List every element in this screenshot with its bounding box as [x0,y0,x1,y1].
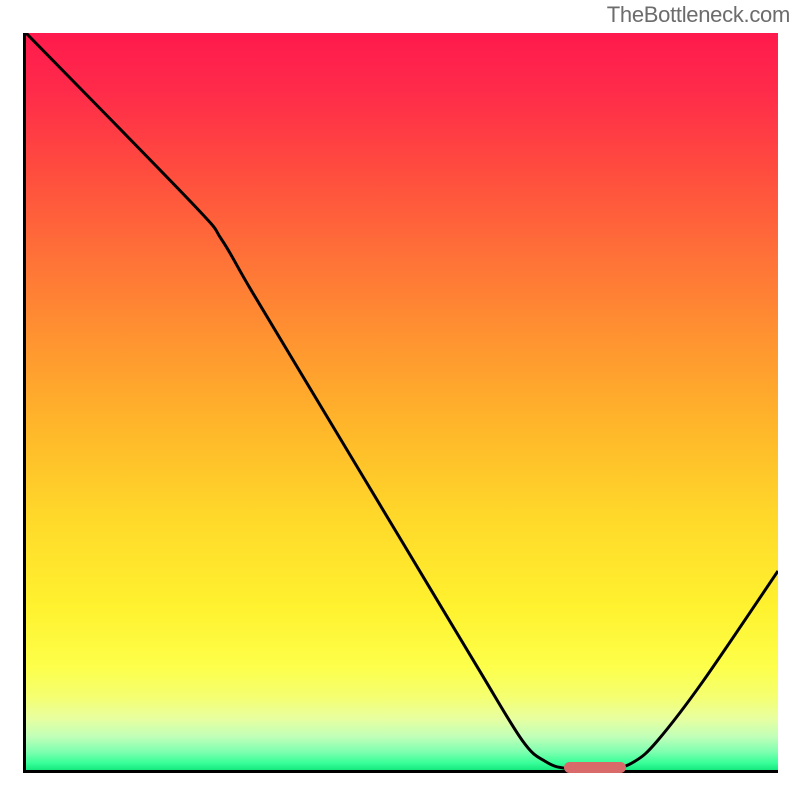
watermark-text: TheBottleneck.com [607,2,790,28]
optimal-range-marker [564,762,626,773]
bottleneck-curve [26,33,778,770]
plot-area [23,33,778,773]
chart-container: TheBottleneck.com [0,0,800,800]
